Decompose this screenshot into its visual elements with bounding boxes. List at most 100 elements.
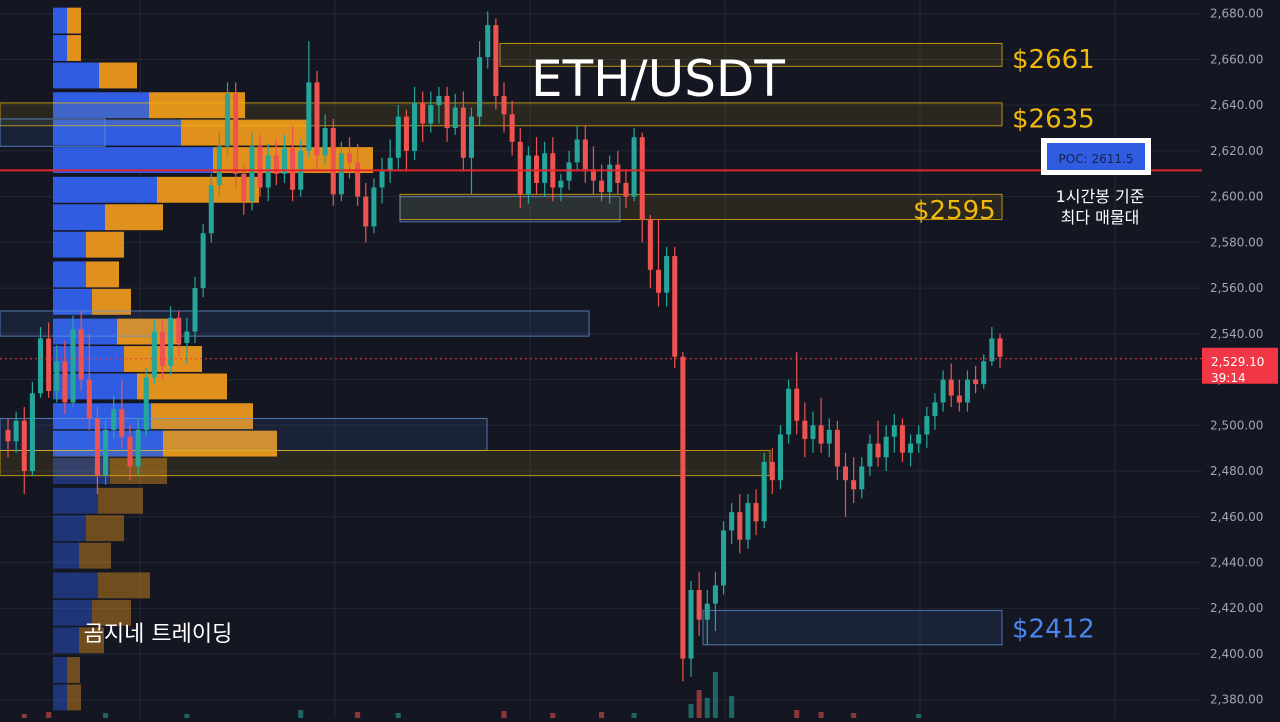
candle-body-up — [940, 379, 946, 403]
volume-profile-down-bar — [181, 119, 309, 146]
candle-body-down — [314, 82, 320, 156]
candle-body-up — [395, 116, 401, 158]
candle-body-down — [233, 93, 239, 174]
volume-profile-down-bar — [98, 572, 150, 599]
candle-body-down — [582, 139, 588, 170]
demand-zone-blue — [0, 118, 106, 147]
candle-body-down — [672, 256, 678, 357]
candle-body-up — [338, 153, 344, 195]
volume-profile-down-bar — [92, 599, 131, 626]
candle-body-down — [78, 329, 84, 380]
price-tick-label: 2,560.00 — [1210, 281, 1263, 295]
candle-body-up — [525, 155, 531, 195]
demand-zone-blue — [0, 417, 488, 451]
price-axis: 2,380.00 2,400.00 2,420.00 2,440.00 2,460.00… — [1210, 7, 1263, 707]
candle-body-up — [135, 429, 141, 467]
current-price-tag: 2,529.10 39:14 — [1202, 347, 1278, 385]
candle-body-up — [964, 379, 970, 403]
candle-body-down — [127, 436, 133, 467]
candle-body-down — [769, 461, 775, 481]
candle-body-up — [477, 57, 483, 117]
candle-body-up — [721, 530, 727, 586]
volume-profile-down-bar — [67, 35, 81, 61]
candle-body-down — [899, 425, 905, 453]
volume-bar — [501, 711, 507, 718]
candle-body-down — [86, 379, 92, 419]
candle-body-up — [574, 139, 580, 163]
volume-profile-up-bar — [53, 657, 67, 683]
candle-body-up — [631, 137, 637, 197]
volume-profile-down-bar — [67, 684, 81, 711]
price-tick-label: 2,440.00 — [1210, 556, 1263, 570]
price-tick-label: 2,660.00 — [1210, 52, 1263, 66]
candle-body-up — [322, 128, 328, 156]
countdown-label: 39:14 — [1211, 371, 1246, 385]
candle-body-up — [70, 329, 76, 403]
volume-bar — [395, 713, 401, 718]
candle-body-down — [647, 219, 653, 270]
candle-body-up — [151, 331, 157, 378]
price-tick-label: 2,540.00 — [1210, 327, 1263, 341]
volume-profile-up-bar — [53, 458, 110, 484]
candle-body-down — [818, 425, 824, 444]
poc-annotation-line1: 1시간봉 기준 — [1056, 187, 1145, 206]
candle-body-up — [883, 436, 889, 458]
candle-body-up — [891, 425, 897, 437]
candle-body-down — [834, 429, 840, 467]
candle-body-down — [599, 180, 605, 193]
candle-body-down — [460, 107, 466, 158]
candle-body-down — [973, 379, 979, 385]
candle-body-down — [956, 395, 962, 403]
volume-bars — [21, 672, 922, 718]
price-level-label: $2595 — [913, 196, 996, 226]
price-tick-label: 2,500.00 — [1210, 418, 1263, 432]
volume-bar — [550, 713, 556, 718]
candle-body-up — [54, 361, 60, 392]
candle-body-down — [875, 443, 881, 458]
volume-bar — [794, 710, 800, 718]
volume-bar — [103, 713, 109, 718]
volume-profile-down-bar — [163, 430, 277, 457]
candle-body-down — [420, 102, 426, 124]
candle-body-down — [737, 512, 743, 540]
candle-body-up — [485, 25, 491, 58]
candle-body-down — [753, 503, 759, 522]
current-price-label: 2,529.10 — [1211, 355, 1264, 369]
chart-title: ETH/USDT — [531, 50, 785, 108]
volume-profile-up-bar — [53, 231, 86, 258]
candle-body-up — [761, 461, 767, 522]
supply-zone-gold — [399, 193, 1003, 221]
candle-body-down — [290, 148, 296, 190]
candle-body-up — [168, 317, 174, 366]
candle-body-up — [208, 185, 214, 234]
candle-body-up — [379, 171, 385, 188]
poc-label-box: POC: 2611.5 — [1041, 138, 1151, 175]
price-zones — [0, 42, 1003, 646]
price-tick-label: 2,400.00 — [1210, 647, 1263, 661]
watermark-text: 곰지네 트레이딩 — [84, 622, 233, 647]
volume-profile-down-bar — [92, 288, 131, 315]
candle-body-down — [842, 466, 849, 481]
volume-profile-up-bar — [53, 599, 92, 626]
volume-profile-down-bar — [98, 487, 143, 514]
candle-body-down — [655, 269, 662, 293]
candle-body-up — [867, 443, 873, 467]
price-level-label: $2661 — [1012, 45, 1095, 75]
candle-body-down — [5, 429, 11, 442]
volume-profile-up-bar — [53, 7, 67, 34]
candle-body-up — [981, 361, 987, 385]
candle-body-down — [623, 182, 629, 197]
volume-bar — [688, 704, 694, 718]
candle-body-down — [590, 169, 596, 181]
price-tick-label: 2,480.00 — [1210, 464, 1263, 478]
volume-bar — [712, 672, 718, 718]
supply-zone-gold — [0, 449, 771, 477]
candle-body-up — [859, 466, 865, 490]
candle-body-up — [932, 402, 938, 417]
candle-body-down — [444, 96, 450, 129]
volume-profile-down-bar — [67, 657, 80, 683]
candle-body-up — [249, 146, 255, 202]
price-tick-label: 2,620.00 — [1210, 144, 1263, 158]
